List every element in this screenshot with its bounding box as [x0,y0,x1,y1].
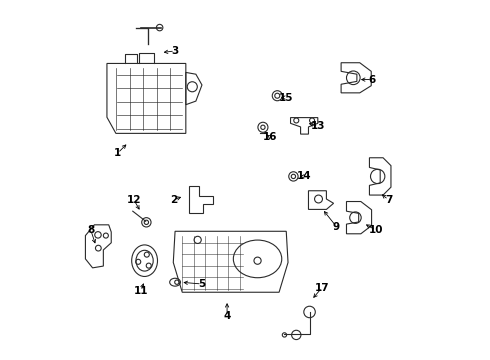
Text: 17: 17 [315,283,329,293]
Text: 9: 9 [333,222,340,231]
Text: 6: 6 [368,75,376,85]
Text: 10: 10 [368,225,383,235]
Text: 5: 5 [198,279,206,289]
Text: 11: 11 [134,286,148,296]
Text: 16: 16 [263,132,277,142]
Text: 1: 1 [114,148,122,158]
Text: 12: 12 [126,195,141,205]
Text: 2: 2 [170,195,177,205]
Text: 15: 15 [279,93,294,103]
Text: 7: 7 [385,195,392,205]
Text: 13: 13 [311,121,326,131]
Text: 4: 4 [223,311,231,321]
Text: 14: 14 [297,171,312,181]
Text: 8: 8 [87,225,95,235]
Text: 3: 3 [172,46,179,56]
